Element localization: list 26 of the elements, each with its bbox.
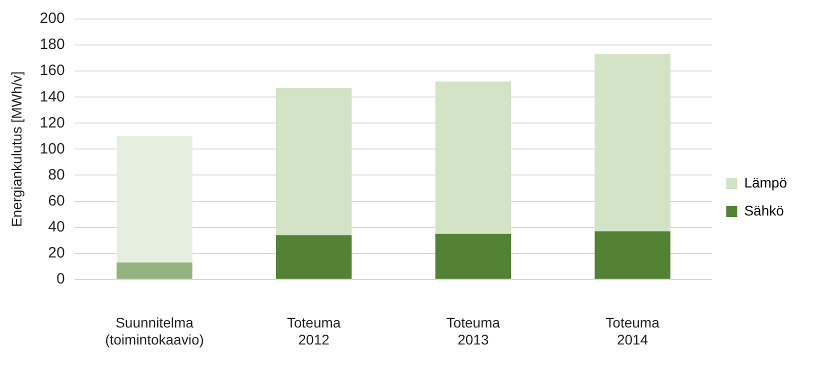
y-tick-label: 180 [40,36,65,54]
bar [276,235,352,279]
y-tick-label: 100 [40,140,65,158]
legend-label: Lämpö [744,174,788,190]
y-tick-label: 80 [48,166,65,184]
x-tick-label: Toteuma 2013 [446,314,500,348]
bar [435,234,512,279]
bar [116,262,192,279]
y-tick-label: 140 [40,88,65,106]
bar [276,88,352,236]
y-tick-label: 20 [48,244,65,262]
legend-label: Sähkö [744,202,784,218]
bar [594,231,670,279]
x-tick-label: Toteuma 2012 [286,314,341,348]
x-tick-label: Suunnitelma (toimintokaavio) [105,314,204,348]
x-tick-label: Toteuma 2014 [606,314,660,348]
y-axis-title: Energiankulutus [MWh/v] [8,71,24,228]
bar [116,136,192,262]
y-tick-label: 200 [40,10,65,28]
y-tick-label: 0 [56,270,65,288]
y-tick-label: 120 [40,114,65,132]
y-tick-label: 40 [48,218,65,236]
bar [435,81,512,234]
bar [594,54,670,232]
y-tick-label: 160 [40,62,65,80]
y-tick-label: 60 [48,192,65,210]
